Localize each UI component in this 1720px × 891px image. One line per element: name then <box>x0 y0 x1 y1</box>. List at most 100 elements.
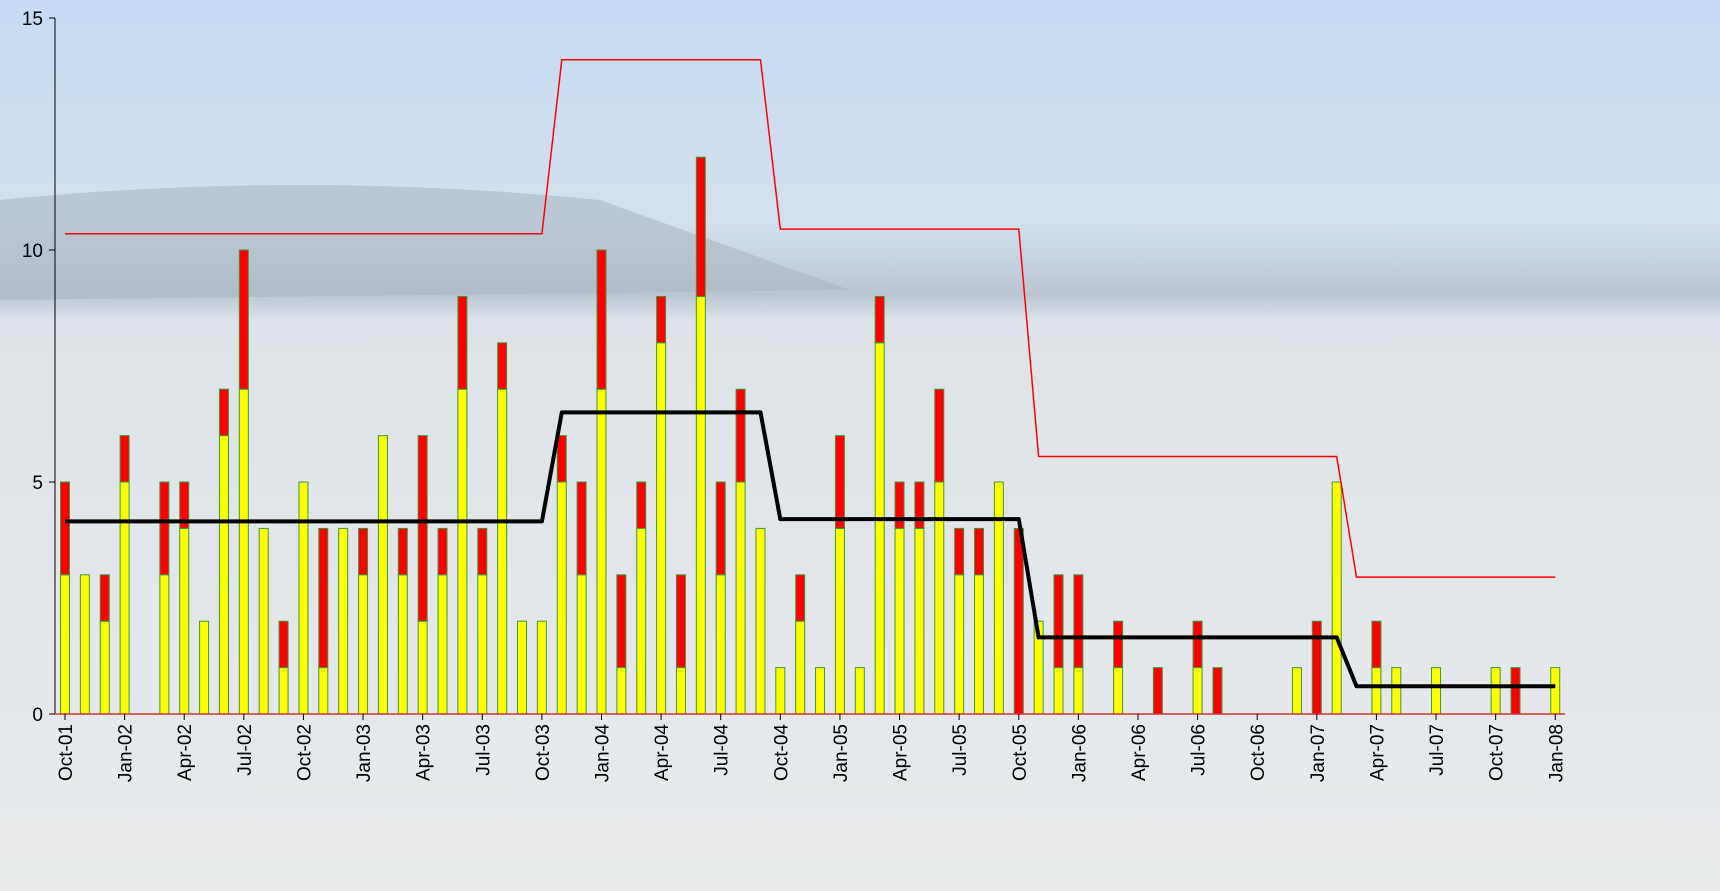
bar-segment <box>318 667 329 715</box>
bar-segment <box>636 527 647 715</box>
bar-segment <box>834 435 845 529</box>
bar-segment <box>497 342 508 390</box>
bar-segment <box>238 249 249 390</box>
x-tick-label: Jan-04 <box>592 724 613 783</box>
x-tick-label: Apr-05 <box>891 724 912 781</box>
bar-segment <box>815 667 826 715</box>
x-tick-label: Jan-02 <box>116 724 137 782</box>
bar-segment <box>576 481 587 576</box>
bar-segment <box>99 574 110 622</box>
bar-segment <box>576 574 587 715</box>
x-tick-label: Apr-02 <box>175 724 196 781</box>
x-tick-label: Jan-08 <box>1546 724 1567 782</box>
bar-segment <box>79 574 90 715</box>
x-tick-label: Apr-06 <box>1129 724 1150 781</box>
bar-segment <box>1113 620 1124 669</box>
bar-segment <box>1331 481 1342 715</box>
bar-segment <box>556 435 567 483</box>
bar-segment <box>199 620 210 715</box>
bar-segment <box>1291 667 1302 715</box>
bar-segment <box>1212 667 1223 715</box>
y-tick-label: 15 <box>22 9 43 30</box>
bar-segment <box>715 481 726 576</box>
bar-segment <box>99 620 110 715</box>
bar-segment <box>397 527 408 576</box>
x-tick-label: Jul-05 <box>950 724 971 776</box>
bar-segment <box>974 574 985 715</box>
x-tick-label: Jan-07 <box>1308 724 1329 782</box>
bar-segment <box>477 574 488 715</box>
bar-segment <box>437 527 448 576</box>
bar-segment <box>1013 527 1024 715</box>
bar-segment <box>119 481 130 715</box>
x-tick-label: Jan-06 <box>1069 724 1090 782</box>
bar-segment <box>338 527 349 715</box>
bar-segment <box>695 156 706 297</box>
bar-segment <box>1192 620 1203 669</box>
bar-segment <box>1510 667 1521 715</box>
y-tick-label: 10 <box>22 241 43 262</box>
bar-segment <box>894 481 905 529</box>
y-tick-label: 5 <box>32 473 43 494</box>
bar-segment <box>874 342 885 715</box>
x-tick-label: Jul-04 <box>712 724 733 776</box>
bar-segment <box>954 574 965 715</box>
x-tick-label: Oct-05 <box>1010 724 1031 781</box>
bar-segment <box>834 527 845 715</box>
bar-segment <box>596 249 607 390</box>
line-series <box>65 410 1556 689</box>
bar-segment <box>675 667 686 715</box>
bar-segment <box>497 388 508 715</box>
bar-segment <box>715 574 726 715</box>
bar-segment <box>417 435 428 622</box>
bar-segment <box>775 667 786 715</box>
x-tick-label: Oct-03 <box>533 724 554 781</box>
bar-segment <box>536 620 547 715</box>
bar-segment <box>298 481 309 715</box>
bar-segment <box>934 388 945 483</box>
bar-segment <box>358 527 369 576</box>
bar-segment <box>179 527 190 715</box>
bar-segment <box>377 435 388 715</box>
bar-segment <box>616 667 627 715</box>
bar-segment <box>1550 667 1561 715</box>
bar-segment <box>358 574 369 715</box>
bar-segment <box>60 481 70 576</box>
bar-segment <box>1490 667 1501 715</box>
x-tick-label: Oct-06 <box>1248 724 1269 781</box>
line-series <box>65 59 1556 578</box>
bar-segment <box>1391 667 1402 715</box>
x-tick-label: Jul-07 <box>1427 724 1448 776</box>
bar-segment <box>457 295 468 390</box>
bar-segment <box>636 481 647 529</box>
bar-segment <box>278 667 289 715</box>
bar-segment <box>417 620 428 715</box>
bar-segment <box>695 295 706 715</box>
bar-segment <box>656 295 667 344</box>
bar-segment <box>1431 667 1442 715</box>
x-tick-label: Oct-02 <box>294 724 315 781</box>
bar-segment <box>656 342 667 715</box>
bar-segment <box>159 481 170 576</box>
bar-segment <box>934 481 945 715</box>
bar-segment <box>218 388 229 437</box>
bar-segment <box>616 574 627 669</box>
bar-segment <box>755 527 766 715</box>
bar-segment <box>1311 620 1322 715</box>
bar-segment <box>477 527 488 576</box>
bar-segment <box>1113 667 1124 715</box>
bar-segment <box>119 435 130 483</box>
bar-segment <box>675 574 686 669</box>
bar-segment <box>854 667 865 715</box>
x-tick-label: Apr-03 <box>414 724 435 781</box>
bar-segment <box>318 527 329 669</box>
bar-segment <box>1053 667 1064 715</box>
x-tick-label: Oct-04 <box>771 724 792 781</box>
x-tick-label: Jan-05 <box>831 724 852 782</box>
bar-segment <box>795 574 806 622</box>
bar-segment <box>1192 667 1203 715</box>
x-tick-label: Apr-07 <box>1367 724 1388 781</box>
bar-segment <box>278 620 289 669</box>
